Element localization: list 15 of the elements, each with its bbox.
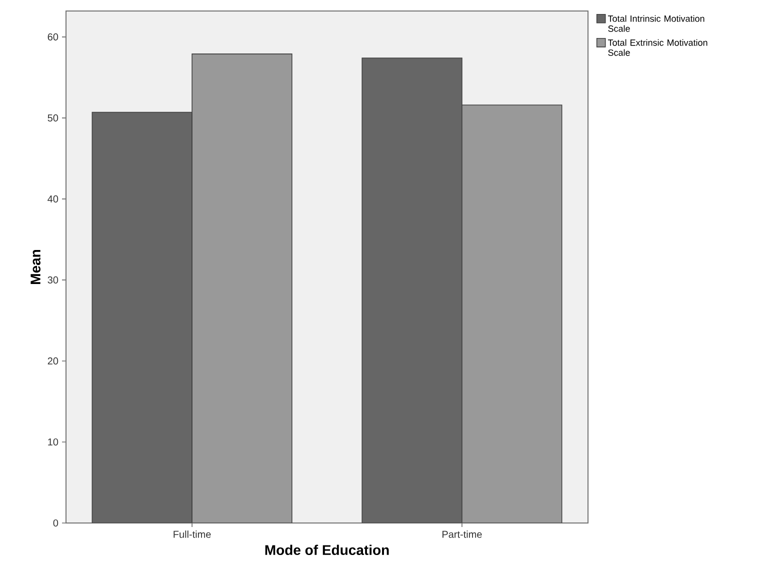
x-axis-title: Mode of Education	[265, 544, 389, 556]
y-axis-title: Mean	[30, 250, 40, 284]
y-tick-label: 0	[53, 519, 58, 527]
y-tick-label: 60	[48, 33, 58, 40]
y-tick-label: 50	[48, 114, 58, 122]
y-tick-label: 40	[48, 195, 58, 202]
y-tick-label: 20	[48, 357, 58, 365]
bar	[462, 104, 562, 523]
bar	[192, 54, 292, 523]
y-tick-label: 10	[48, 438, 58, 446]
legend-label: Total Extrinsic Motivation Scale	[608, 39, 708, 56]
x-tick-label: Full-time	[174, 530, 211, 538]
y-tick-label: 30	[48, 276, 58, 284]
x-tick-label: Part-time	[442, 530, 482, 538]
legend-label: Total Intrinsic Motivation Scale	[608, 15, 704, 32]
